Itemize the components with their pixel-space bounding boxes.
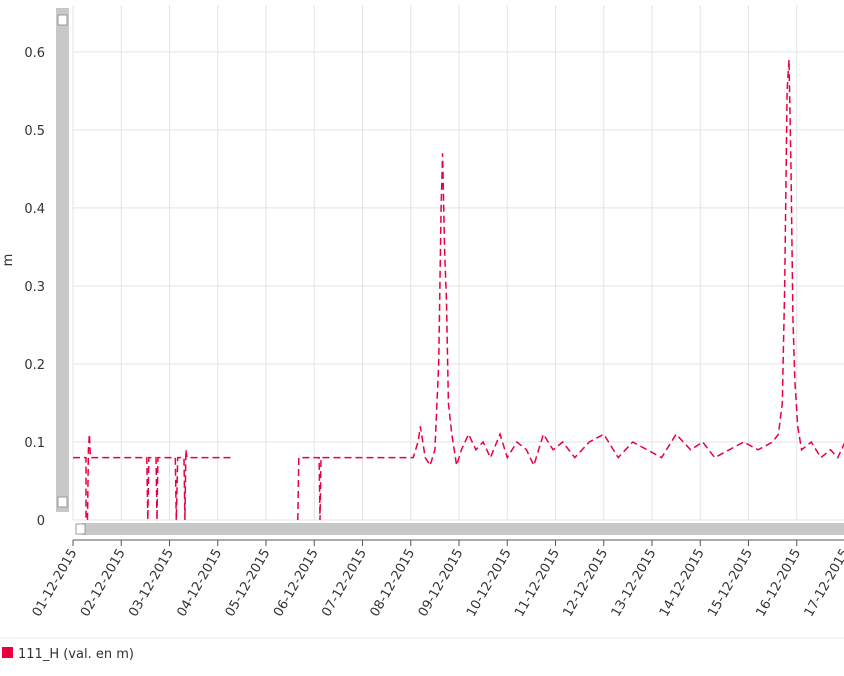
y-tick-label: 0.3 bbox=[24, 280, 45, 295]
scroll-handle-top[interactable] bbox=[57, 14, 68, 26]
x-tick-label: 04-12-2015 bbox=[174, 547, 225, 620]
x-tick-label: 06-12-2015 bbox=[271, 547, 322, 620]
x-tick-label: 16-12-2015 bbox=[753, 547, 804, 620]
horizontal-scrollbar[interactable] bbox=[82, 523, 844, 535]
y-tick-label: 0.1 bbox=[24, 436, 45, 451]
grid bbox=[72, 5, 844, 521]
legend-swatch bbox=[2, 647, 13, 658]
y-axis-label: m bbox=[1, 254, 16, 267]
x-tick-label: 01-12-2015 bbox=[30, 547, 81, 620]
y-tick-label: 0.2 bbox=[24, 358, 45, 373]
x-tick-label: 15-12-2015 bbox=[705, 547, 756, 620]
y-tick-label: 0.6 bbox=[24, 46, 45, 61]
legend-label: 111_H (val. en m) bbox=[18, 647, 134, 662]
x-tick-label: 02-12-2015 bbox=[78, 547, 129, 620]
x-tick-label: 07-12-2015 bbox=[319, 547, 370, 620]
data-line bbox=[73, 59, 844, 521]
x-tick-label: 11-12-2015 bbox=[512, 547, 563, 620]
vertical-scrollbar[interactable] bbox=[56, 8, 69, 512]
scroll-handle-bottom[interactable] bbox=[57, 496, 68, 508]
y-tick-label: 0.5 bbox=[24, 124, 45, 139]
y-tick-label: 0.4 bbox=[24, 202, 45, 217]
scroll-handle-left[interactable] bbox=[75, 523, 86, 535]
x-tick-label: 17-12-2015 bbox=[802, 547, 844, 620]
x-tick-label: 10-12-2015 bbox=[464, 547, 515, 620]
x-tick-label: 13-12-2015 bbox=[609, 547, 660, 620]
x-tick-label: 12-12-2015 bbox=[560, 547, 611, 620]
y-tick-label: 0 bbox=[37, 514, 45, 529]
x-tick-label: 09-12-2015 bbox=[416, 547, 467, 620]
x-tick-label: 08-12-2015 bbox=[367, 547, 418, 620]
x-tick-label: 03-12-2015 bbox=[126, 547, 177, 620]
x-tick-label: 05-12-2015 bbox=[223, 547, 274, 620]
x-tick-label: 14-12-2015 bbox=[657, 547, 708, 620]
